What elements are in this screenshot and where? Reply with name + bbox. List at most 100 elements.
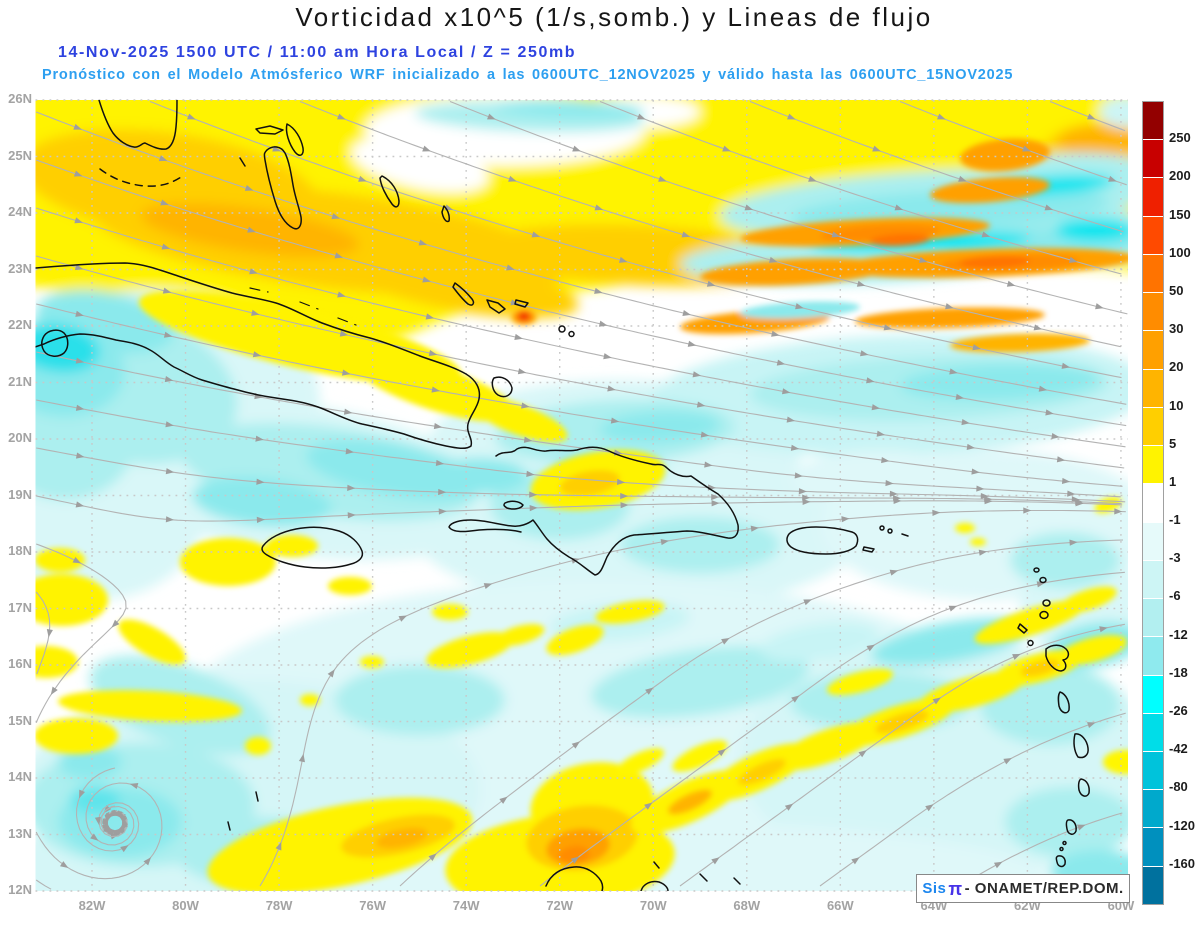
lat-label: 21N [8,373,32,389]
flow-arrow-icon [75,404,85,411]
colorbar-tick-label: -1 [1169,512,1181,528]
flow-arrow-icon [109,828,118,835]
colorbar-tick-label: 30 [1169,321,1184,337]
coast-vieques [862,546,875,553]
flow-arrow-icon [165,516,174,523]
coast-florida-keys [99,168,185,187]
streamline [35,543,127,724]
flow-arrow-icon [1061,477,1071,485]
flow-arrow-icon [161,243,171,250]
flow-arrow-icon [637,113,646,120]
flow-arrow-icon [1044,204,1054,211]
flow-arrow-icon [711,500,720,507]
colorbar-tick-label: 50 [1169,282,1184,298]
flow-arrow-icon [781,388,791,395]
flow-arrow-icon [428,350,438,357]
flow-arrow-icon [883,324,893,331]
flow-arrow-icon [700,431,710,438]
flow-arrow-icon [529,491,538,498]
coast-grenadines [1059,840,1067,852]
colorbar-tick-label: 10 [1169,397,1184,413]
flow-arrow-icon [966,443,975,450]
flow-arrow-icon [526,470,535,477]
flow-arrow-icon [331,213,340,220]
streamline [299,100,1121,348]
flow-arrow-icon [620,502,629,509]
lat-label: 12N [8,882,32,897]
lat-label: 22N [8,317,32,332]
coast-virgin-islands [879,525,909,537]
flow-arrow-icon [876,430,885,437]
flow-arrow-icon [803,599,812,606]
flow-arrow-icon [46,629,53,638]
flow-arrow-icon [1077,824,1086,831]
streamline [679,623,1126,887]
flow-arrow-icon [866,377,875,384]
flow-arrow-icon [50,686,58,695]
flow-arrow-icon [620,492,629,500]
colorbar-tick-label: -18 [1169,664,1188,680]
flow-arrow-icon [790,444,800,451]
coast-abaco [285,123,304,156]
streamline [149,100,1122,379]
flow-arrow-icon [523,436,533,443]
vorticity-field [35,100,1128,891]
flow-arrow-icon [158,155,168,162]
streamline [36,399,1126,503]
colorbar-segment [1143,866,1163,904]
flow-arrow-icon [75,310,84,317]
colorbar-tick-label: -42 [1169,741,1188,757]
flow-arrow-icon [337,291,346,298]
coast-isla-juventud [41,329,69,357]
flow-arrow-icon [425,313,435,320]
colorbar-segment [1143,446,1163,485]
flow-arrow-icon [802,498,811,505]
coast-san-andres [227,791,259,831]
flow-arrow-icon [925,804,934,812]
flow-arrow-icon [610,417,620,424]
flow-arrow-icon [339,330,349,337]
flow-arrow-icon [871,404,880,411]
coastlines [35,100,1114,891]
coast-great-inagua [491,376,513,398]
flow-arrow-icon [750,525,759,532]
lon-label: 80W [172,898,199,913]
flow-arrow-icon [687,340,697,347]
coast-cuba [35,262,481,450]
lon-label: 76W [359,898,386,913]
colorbar-segment [1143,828,1163,867]
flow-arrow-icon [841,516,850,523]
streamline [36,303,1123,487]
flow-arrow-icon [972,344,981,351]
coast-turks [558,325,575,338]
model-info-line: Pronóstico con el Modelo Atmósferico WRF… [42,67,1014,83]
coast-gonave [503,500,524,510]
coast-st-vincent [1065,819,1077,835]
flow-arrow-icon [327,669,335,678]
flow-arrow-icon [255,435,264,442]
colorbar-segment [1143,637,1163,676]
flow-arrow-icon [889,490,898,497]
flow-arrow-icon [885,479,894,487]
page-title: Vorticidad x10^5 (1/s,somb.) y Lineas de… [295,2,933,32]
flow-arrow-icon [1108,175,1117,182]
flow-arrow-icon [428,853,437,861]
coast-crooked-island [486,299,506,314]
flow-arrow-icon [644,802,653,810]
flow-arrow-icon [499,796,508,804]
lon-label: 82W [78,898,106,913]
flow-arrow-icon [438,488,447,496]
flow-arrow-icon [598,320,608,327]
flow-arrow-icon [249,268,258,275]
colorbar-tick-label: -26 [1169,703,1188,719]
flow-arrow-icon [251,309,260,316]
coast-abc-islands [653,861,741,885]
streamline [959,812,1123,887]
flow-arrow-icon [1069,539,1078,546]
coast-puerto-rico [786,526,859,555]
colorbar-segment [1143,140,1163,179]
flow-arrow-icon [681,231,691,238]
flow-arrow-icon [976,485,985,492]
flow-arrow-icon [618,256,628,263]
